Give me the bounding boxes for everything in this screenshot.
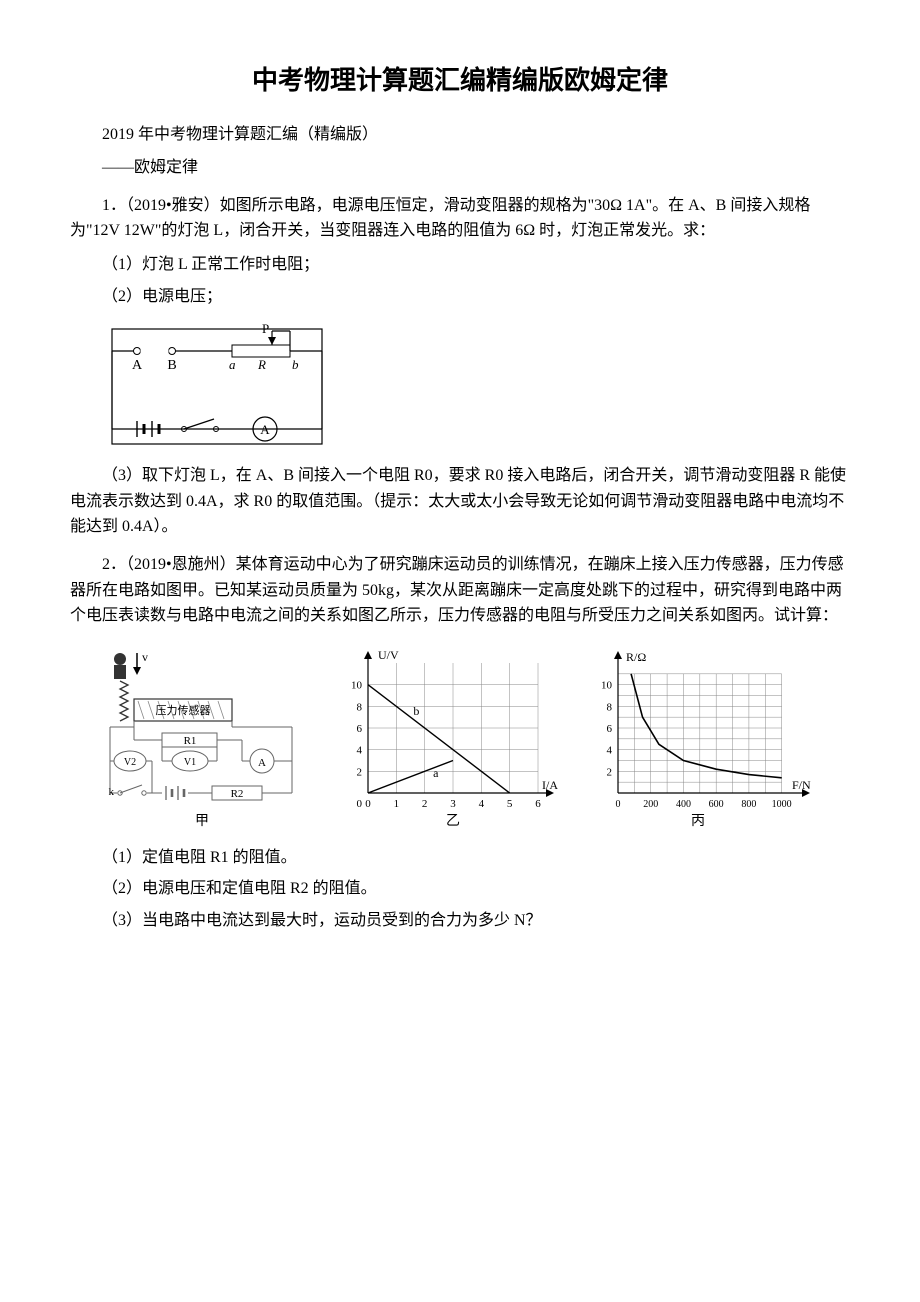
svg-text:A: A <box>132 358 143 373</box>
svg-text:800: 800 <box>741 799 756 810</box>
svg-text:R: R <box>257 357 266 372</box>
page-title: 中考物理计算题汇编精编版欧姆定律 <box>70 60 850 102</box>
question-1-part-1: （1）灯泡 L 正常工作时电阻； <box>70 252 850 278</box>
svg-text:3: 3 <box>450 798 456 810</box>
svg-text:5: 5 <box>507 798 513 810</box>
question-1-stem: 1．（2019•雅安）如图所示电路，电源电压恒定，滑动变阻器的规格为"30Ω 1… <box>70 193 850 244</box>
svg-text:v: v <box>142 650 148 664</box>
svg-text:b: b <box>413 704 419 718</box>
svg-text:a: a <box>433 765 439 779</box>
subtitle-line-2: ——欧姆定律 <box>70 155 850 181</box>
svg-text:R1: R1 <box>184 735 197 747</box>
subtitle-line-1: 2019 年中考物理计算题汇编（精编版） <box>70 122 850 148</box>
svg-text:F/N: F/N <box>792 778 811 792</box>
svg-text:a: a <box>229 357 236 372</box>
svg-text:0: 0 <box>365 798 371 810</box>
svg-text:0: 0 <box>616 799 621 810</box>
svg-text:R/Ω: R/Ω <box>626 650 646 664</box>
question-2-part-2: （2）电源电压和定值电阻 R2 的阻值。 <box>70 876 850 902</box>
svg-text:4: 4 <box>357 744 363 756</box>
svg-text:8: 8 <box>357 701 363 713</box>
svg-text:V2: V2 <box>124 757 136 768</box>
svg-text:V1: V1 <box>184 757 196 768</box>
svg-text:4: 4 <box>607 744 613 756</box>
graph-yi-figure: 0 1 2 3 4 5 6 2 4 6 8 10 0 U/V I/A a b 乙 <box>330 643 560 833</box>
svg-text:6: 6 <box>535 798 541 810</box>
svg-text:B: B <box>167 358 176 373</box>
svg-text:甲: 甲 <box>195 814 209 829</box>
graph-bing-figure: 0 200 400 600 800 1000 2 4 6 8 10 R/Ω F/N 丙 <box>578 643 828 833</box>
svg-text:600: 600 <box>709 799 724 810</box>
svg-text:4: 4 <box>479 798 485 810</box>
svg-text:R2: R2 <box>231 788 244 800</box>
svg-text:2: 2 <box>607 766 613 778</box>
svg-text:丙: 丙 <box>691 814 705 829</box>
circuit-jia-figure: v 压力传感器 R1 V1 V2 Ak R2 甲 <box>92 643 312 833</box>
svg-text:1: 1 <box>394 798 400 810</box>
svg-text:b: b <box>292 357 299 372</box>
svg-text:0: 0 <box>357 798 363 810</box>
svg-text:I/A: I/A <box>542 778 558 792</box>
svg-text:A: A <box>258 757 266 769</box>
svg-text:6: 6 <box>357 723 363 735</box>
svg-text:6: 6 <box>607 723 613 735</box>
question-2-figures: v 压力传感器 R1 V1 V2 Ak R2 甲 0 1 2 3 4 5 6 2 4 6 8 10 0 U/V I/A a b… <box>70 643 850 833</box>
svg-text:k: k <box>109 786 115 798</box>
svg-text:2: 2 <box>422 798 428 810</box>
question-2-part-3: （3）当电路中电流达到最大时，运动员受到的合力为多少 N？ <box>70 908 850 934</box>
question-2-part-1: （1）定值电阻 R1 的阻值。 <box>70 845 850 871</box>
svg-text:8: 8 <box>607 701 613 713</box>
svg-text:10: 10 <box>351 679 363 691</box>
svg-text:P: P <box>262 321 269 336</box>
svg-text:400: 400 <box>676 799 691 810</box>
question-2-stem: 2．（2019•恩施州）某体育运动中心为了研究蹦床运动员的训练情况，在蹦床上接入… <box>70 552 850 629</box>
question-1-part-2: （2）电源电压； <box>70 284 850 310</box>
svg-text:10: 10 <box>601 679 613 691</box>
question-1-part-3: （3）取下灯泡 L，在 A、B 间接入一个电阻 R0，要求 R0 接入电路后，闭… <box>70 463 850 540</box>
question-1-circuit-figure: ABaRbPA <box>102 321 850 451</box>
svg-text:压力传感器: 压力传感器 <box>156 704 211 717</box>
svg-text:1000: 1000 <box>772 799 792 810</box>
svg-text:2: 2 <box>357 766 363 778</box>
svg-text:乙: 乙 <box>446 813 460 829</box>
svg-text:U/V: U/V <box>378 648 399 662</box>
svg-text:200: 200 <box>643 799 658 810</box>
